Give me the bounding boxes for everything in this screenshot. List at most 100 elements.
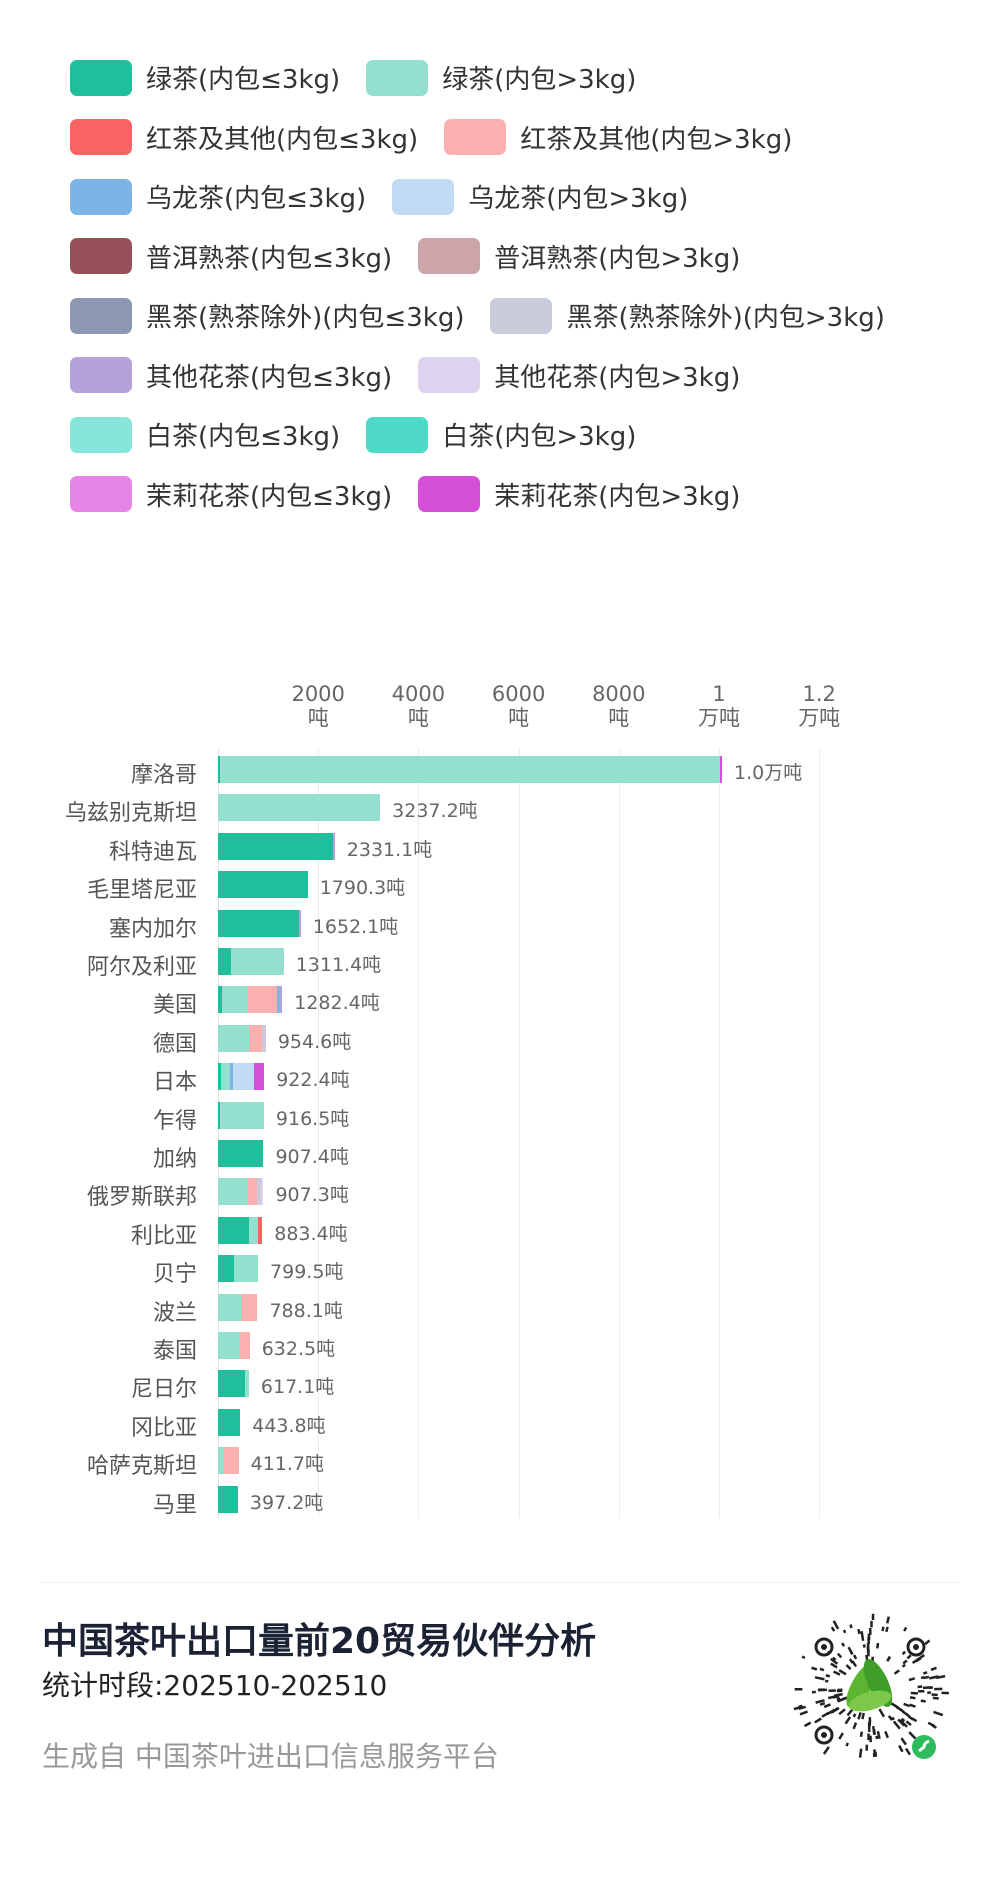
legend-label: 其他花茶(内包≤3kg) — [146, 362, 393, 393]
legend-row: 黑茶(熟茶除外)(内包≤3kg) 黑茶(熟茶除外)(内包>3kg) — [70, 286, 970, 346]
gridline — [418, 748, 420, 1518]
legend-label: 绿茶(内包>3kg) — [442, 65, 637, 96]
bar-segment — [220, 756, 720, 783]
legend-item[interactable]: 普洱熟茶(内包>3kg) — [418, 238, 740, 275]
legend-item[interactable]: 红茶及其他(内包≤3kg) — [70, 119, 418, 156]
legend-label: 白茶(内包≤3kg) — [146, 422, 341, 453]
bar-segment — [218, 1216, 249, 1244]
legend-item[interactable]: 普洱熟茶(内包≤3kg) — [70, 238, 392, 275]
bar-segment — [218, 1485, 238, 1513]
bar-segment — [279, 986, 283, 1014]
bar-total-label: 883.4吨 — [274, 1222, 348, 1245]
category-label: 哈萨克斯坦 — [86, 1454, 197, 1480]
bar-segment — [218, 832, 334, 860]
legend-item[interactable]: 绿茶(内包≤3kg) — [70, 59, 340, 96]
legend-item[interactable]: 红茶及其他(内包>3kg) — [444, 119, 792, 156]
legend-label: 普洱熟茶(内包>3kg) — [494, 243, 741, 274]
category-label: 泰国 — [152, 1339, 197, 1364]
legend-label: 红茶及其他(内包>3kg) — [520, 124, 793, 155]
legend-label: 绿茶(内包≤3kg) — [146, 65, 341, 96]
x-tick-label: 1 万吨 — [698, 682, 740, 730]
legend-label: 普洱熟茶(内包≤3kg) — [146, 243, 393, 274]
bar-segment — [244, 1370, 249, 1398]
bar-segment — [218, 1140, 264, 1167]
category-label: 俄罗斯联邦 — [86, 1185, 197, 1211]
legend-item[interactable]: 黑茶(熟茶除外)(内包≤3kg) — [70, 297, 464, 334]
legend-swatch — [70, 59, 132, 96]
gridline — [318, 748, 320, 1518]
bar-segment — [218, 986, 222, 1014]
x-tick-label: 6000 吨 — [491, 682, 546, 730]
bar-total-label: 1652.1吨 — [312, 915, 399, 938]
legend-row: 乌龙茶(内包≤3kg) 乌龙茶(内包>3kg) — [70, 167, 970, 227]
bar-segment — [220, 1063, 231, 1091]
legend-swatch — [70, 416, 132, 453]
bar-segment — [218, 1447, 224, 1475]
category-label: 塞内加尔 — [108, 916, 197, 942]
bar-segment — [218, 909, 299, 937]
bar-total-label: 922.4吨 — [276, 1069, 350, 1092]
legend-swatch — [366, 416, 429, 453]
bar-segment — [233, 1255, 259, 1283]
legend-item[interactable]: 其他花茶(内包>3kg) — [418, 357, 740, 394]
legend-item[interactable]: 白茶(内包≤3kg) — [70, 416, 340, 453]
category-label: 摩洛哥 — [130, 763, 197, 788]
legend-row: 普洱熟茶(内包≤3kg) 普洱熟茶(内包>3kg) — [70, 227, 970, 287]
bar-segment — [720, 756, 722, 783]
legend-swatch — [70, 119, 132, 156]
legend-row: 白茶(内包≤3kg) 白茶(内包>3kg) — [70, 405, 970, 465]
bar-segment — [248, 1178, 257, 1206]
gridline — [618, 748, 620, 1518]
category-label: 美国 — [152, 993, 197, 1019]
bar-segment — [218, 756, 220, 783]
bar-segment — [230, 1063, 233, 1091]
x-tick-label: 8000 吨 — [592, 682, 646, 730]
legend-item[interactable]: 黑茶(熟茶除外)(内包>3kg) — [490, 297, 885, 334]
legend-item[interactable]: 绿茶(内包>3kg) — [366, 59, 636, 96]
legend-item[interactable]: 乌龙茶(内包>3kg) — [392, 178, 688, 215]
bar-segment — [261, 1178, 264, 1206]
statistics-period: 统计时段:202510-202510 — [42, 1669, 388, 1702]
bar-segment — [231, 948, 284, 975]
legend-swatch — [418, 476, 481, 513]
mini-program-qr-code-icon[interactable] — [786, 1605, 954, 1775]
bar-segment — [218, 1178, 249, 1206]
legend-item[interactable]: 乌龙茶(内包≤3kg) — [70, 178, 366, 215]
bar-segment — [232, 1063, 254, 1091]
legend-row: 绿茶(内包≤3kg) 绿茶(内包>3kg) — [70, 48, 970, 108]
bar-segment — [256, 1178, 262, 1206]
bar-segment — [253, 1063, 265, 1091]
legend-swatch — [490, 297, 553, 334]
legend-label: 茉莉花茶(内包>3kg) — [494, 481, 741, 512]
legend-label: 白茶(内包>3kg) — [442, 422, 637, 453]
bar-segment — [218, 948, 232, 975]
bar-total-label: 1.0万吨 — [734, 762, 803, 784]
bar-segment — [239, 1332, 250, 1359]
legend-item[interactable]: 其他花茶(内包≤3kg) — [70, 357, 392, 394]
bar-segment — [262, 1024, 266, 1052]
legend-item[interactable]: 白茶(内包>3kg) — [366, 416, 636, 453]
stacked-bar-chart: 2000 吨 4000 吨 6000 吨 8000 吨 1 万吨 1.2 万吨 摩洛哥 1.0万吨 乌兹别克… — [65, 682, 840, 1518]
bar-total-label: 632.5吨 — [261, 1338, 336, 1360]
category-label: 加纳 — [152, 1147, 197, 1172]
legend-swatch — [70, 297, 132, 334]
bar-total-label: 3237.2吨 — [392, 800, 478, 823]
bar-segment — [298, 909, 301, 937]
axis-baseline — [218, 748, 219, 1518]
bar-total-label: 907.3吨 — [275, 1184, 349, 1207]
bar-segment — [333, 832, 335, 860]
bar-total-label: 788.1吨 — [269, 1299, 343, 1322]
bar-total-label: 617.1吨 — [260, 1376, 335, 1399]
category-label: 尼日尔 — [130, 1377, 197, 1403]
source-text: 生成自 中国茶叶进出口信息服务平台 — [42, 1740, 499, 1773]
bar-segment — [219, 1101, 264, 1129]
bar-segment — [247, 986, 277, 1014]
category-label: 日本 — [152, 1070, 197, 1096]
bar-segment — [218, 1101, 220, 1129]
legend-swatch — [70, 357, 132, 394]
legend-item[interactable]: 茉莉花茶(内包≤3kg) — [70, 476, 392, 513]
bar-segment — [218, 1332, 240, 1359]
bar-segment — [218, 871, 308, 899]
gridline — [819, 748, 821, 1518]
legend-item[interactable]: 茉莉花茶(内包>3kg) — [418, 476, 740, 513]
